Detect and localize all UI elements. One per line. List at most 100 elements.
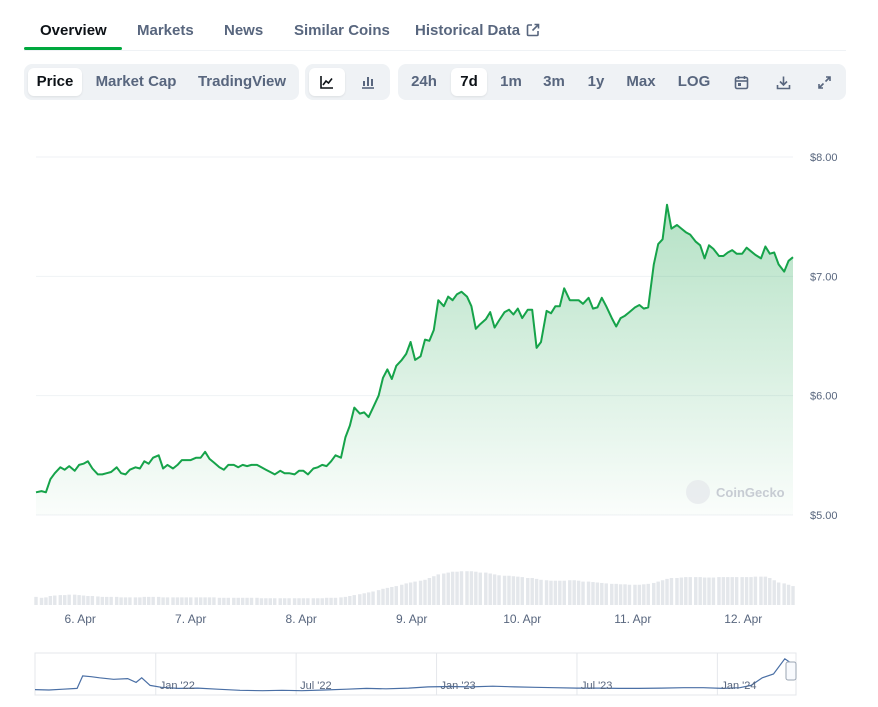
volume-bar (791, 586, 795, 605)
volume-bar (63, 595, 67, 605)
volume-bar (511, 576, 516, 605)
volume-bar (660, 580, 665, 605)
volume-bar (142, 596, 147, 605)
download-button[interactable] (766, 68, 800, 96)
fullscreen-button[interactable] (807, 68, 841, 96)
volume-bar (627, 584, 632, 605)
volume-bar (381, 588, 385, 605)
volume-bar (249, 597, 254, 605)
metric-toggle-group: Price Market Cap TradingView (24, 64, 299, 100)
line-chart-button[interactable] (309, 68, 345, 96)
range-7d-button[interactable]: 7d (451, 68, 487, 96)
volume-bar (272, 598, 277, 605)
volume-bar (413, 581, 417, 605)
volume-bar (684, 577, 688, 605)
line-chart-icon (320, 76, 333, 89)
calendar-button[interactable] (724, 68, 758, 96)
volume-bar (217, 597, 222, 605)
volume-bar (595, 582, 600, 605)
volume-bar (100, 596, 105, 605)
chart-type-group (305, 64, 390, 100)
volume-bar (67, 594, 71, 605)
log-scale-button[interactable]: LOG (677, 73, 711, 90)
tab-news[interactable]: News (224, 22, 264, 39)
volume-bar (572, 580, 576, 605)
x-tick-label: 12. Apr (724, 612, 762, 626)
volume-bar (488, 573, 492, 605)
volume-bar (194, 597, 198, 605)
volume-bar (268, 598, 273, 605)
range-24h-button[interactable]: 24h (411, 73, 437, 90)
volume-bar (459, 571, 464, 605)
volume-bar (119, 597, 123, 605)
volume-bar (502, 575, 507, 605)
range-1y-button[interactable]: 1y (587, 73, 605, 90)
volume-bar (133, 597, 138, 605)
calendar-icon (734, 75, 748, 89)
volume-bar (114, 596, 119, 605)
tab-historical-data[interactable]: Historical Data (415, 22, 540, 39)
x-tick-label: 7. Apr (175, 612, 206, 626)
candlestick-chart-button[interactable] (350, 68, 386, 96)
volume-bar (371, 591, 375, 605)
range-1m-button[interactable]: 1m (500, 73, 522, 90)
volume-bar (376, 590, 381, 605)
y-tick-label: $8.00 (810, 152, 838, 164)
volume-bar (600, 582, 604, 605)
volume-bar (408, 582, 413, 605)
volume-bar (198, 597, 203, 605)
volume-bar (203, 597, 207, 605)
navigator-tick-label: Jan '23 (441, 680, 476, 692)
tab-similar-coins[interactable]: Similar Coins (294, 22, 390, 39)
volume-bar (526, 578, 530, 605)
volume-bar (128, 597, 132, 605)
y-tick-label: $5.00 (810, 510, 838, 522)
price-button[interactable]: Price (28, 68, 82, 96)
volume-bar (156, 596, 161, 605)
volume-bar (568, 580, 572, 605)
volume-bar (90, 596, 95, 605)
gecko-logo-icon (686, 480, 710, 504)
market-cap-button[interactable]: Market Cap (95, 73, 177, 90)
volume-bar (618, 584, 623, 605)
volume-bar (259, 598, 264, 605)
volume-bars (34, 571, 795, 605)
x-tick-label: 11. Apr (614, 612, 651, 626)
tab-overview[interactable]: Overview (40, 22, 107, 39)
volume-bar (669, 578, 674, 605)
navigator-handle[interactable] (785, 661, 797, 681)
active-tab-indicator (24, 47, 122, 50)
navigator-tick-label: Jan '22 (160, 680, 195, 692)
range-max-button[interactable]: Max (626, 73, 656, 90)
tradingview-button[interactable]: TradingView (197, 73, 287, 90)
volume-bar (333, 597, 338, 605)
range-3m-button[interactable]: 3m (543, 73, 565, 90)
volume-bar (586, 581, 591, 605)
volume-bar (623, 584, 627, 605)
volume-bar (717, 577, 721, 605)
tab-markets[interactable]: Markets (137, 22, 194, 39)
volume-bar (520, 577, 524, 605)
volume-bar (423, 579, 427, 605)
volume-bar (404, 583, 408, 605)
volume-bar (469, 571, 474, 605)
volume-bar (432, 576, 436, 605)
volume-bar (539, 579, 543, 605)
volume-bar (77, 595, 81, 605)
volume-bar (81, 595, 86, 605)
volume-bar (222, 597, 226, 605)
volume-bar (633, 584, 637, 605)
x-axis-labels: 6. Apr 7. Apr 8. Apr 9. Apr 10. Apr 11. Apr 12… (65, 612, 763, 626)
volume-bar (749, 577, 753, 605)
volume-bar (96, 596, 100, 605)
y-tick-label: $6.00 (810, 391, 838, 403)
volume-bar (711, 577, 716, 605)
volume-bar (688, 577, 692, 605)
volume-bar (465, 571, 469, 605)
price-line[interactable] (35, 203, 794, 494)
main-tabs: Overview Markets News Similar Coins Hist… (24, 12, 846, 51)
volume-bar (436, 574, 440, 605)
range-navigator[interactable]: Jan '22 Jul '22 Jan '23 Jul '23 Jan '24 (34, 652, 797, 696)
volume-bar (301, 598, 306, 605)
